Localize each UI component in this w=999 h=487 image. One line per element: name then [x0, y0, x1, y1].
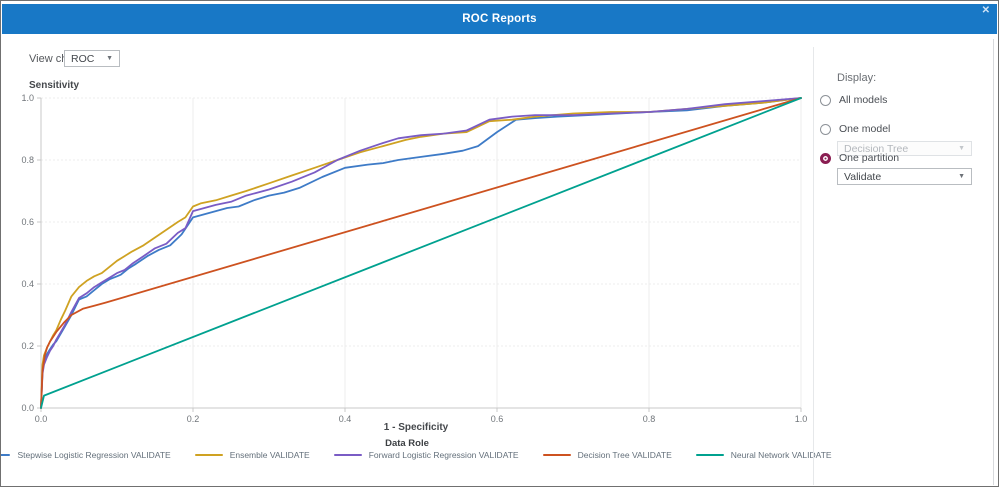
- roc-curve: [40, 97, 802, 409]
- legend-label: Forward Logistic Regression VALIDATE: [368, 450, 519, 460]
- chevron-down-icon: ▼: [958, 145, 965, 152]
- legend-label: Ensemble VALIDATE: [229, 450, 310, 460]
- dialog-title: ROC Reports: [462, 13, 537, 25]
- radio-one-model[interactable]: One model: [820, 123, 890, 135]
- chevron-down-icon: ▼: [106, 55, 113, 62]
- svg-text:0.8: 0.8: [643, 414, 656, 424]
- radio-selected-icon[interactable]: [820, 152, 831, 164]
- svg-text:0.8: 0.8: [21, 155, 34, 165]
- legend-label: Stepwise Logistic Regression VALIDATE: [17, 450, 171, 460]
- legend-line-swatch-icon: [333, 454, 362, 456]
- svg-text:0.6: 0.6: [21, 217, 34, 227]
- svg-text:0.4: 0.4: [21, 279, 34, 289]
- svg-text:0.0: 0.0: [21, 403, 34, 413]
- radio-one-partition[interactable]: One partition: [820, 152, 899, 164]
- legend-item: Decision Tree VALIDATE: [542, 450, 672, 460]
- legend-item: Stepwise Logistic Regression VALIDATE: [1, 450, 171, 460]
- one-model-select-value: Decision Tree: [844, 142, 909, 155]
- legend-line-swatch-icon: [542, 454, 571, 456]
- one-model-select: Decision Tree ▼: [837, 141, 972, 156]
- one-partition-select[interactable]: Validate ▼: [837, 168, 972, 185]
- svg-text:0.6: 0.6: [491, 414, 504, 424]
- legend-label: Neural Network VALIDATE: [730, 450, 832, 460]
- legend-line-swatch-icon: [695, 454, 724, 456]
- radio-all-models[interactable]: All models: [820, 94, 887, 106]
- scroll-edge-line: [993, 39, 994, 485]
- roc-curve: [40, 97, 802, 409]
- svg-text:0.2: 0.2: [187, 414, 200, 424]
- panel-divider: [813, 47, 814, 485]
- view-chart-select[interactable]: ROC ▼: [64, 50, 120, 67]
- roc-curve: [40, 97, 802, 409]
- dialog-titlebar: ROC Reports ✕: [2, 4, 997, 34]
- svg-text:1.0: 1.0: [21, 93, 34, 103]
- legend-title: Data Role: [385, 438, 429, 449]
- chart-legend: Stepwise Logistic Regression VALIDATE Ens…: [1, 450, 832, 460]
- one-partition-select-value: Validate: [844, 170, 882, 183]
- chevron-down-icon: ▼: [958, 173, 965, 180]
- legend-item: Ensemble VALIDATE: [194, 450, 310, 460]
- radio-circle-icon[interactable]: [820, 123, 831, 135]
- legend-item: Forward Logistic Regression VALIDATE: [333, 450, 519, 460]
- legend-line-swatch-icon: [194, 454, 223, 456]
- roc-chart: 0.0 0.2 0.4 0.6 0.8 1.0 0.0 0.2 0.4 0.6 0.8 1.0: [21, 93, 808, 424]
- svg-text:0.2: 0.2: [21, 341, 34, 351]
- x-axis-title: 1 - Specificity: [383, 422, 449, 433]
- view-chart-value: ROC: [71, 52, 95, 65]
- svg-text:0.4: 0.4: [339, 414, 352, 424]
- legend-line-swatch-icon: [1, 454, 11, 456]
- legend-label: Decision Tree VALIDATE: [577, 450, 672, 460]
- svg-text:0.0: 0.0: [35, 414, 48, 424]
- close-icon[interactable]: ✕: [981, 5, 990, 16]
- roc-curve: [40, 97, 802, 409]
- y-axis-title: Sensitivity: [29, 80, 80, 91]
- svg-text:1.0: 1.0: [795, 414, 808, 424]
- roc-curve: [40, 97, 802, 409]
- legend-item: Neural Network VALIDATE: [695, 450, 832, 460]
- display-panel-title: Display:: [837, 72, 877, 84]
- radio-circle-icon[interactable]: [820, 94, 831, 106]
